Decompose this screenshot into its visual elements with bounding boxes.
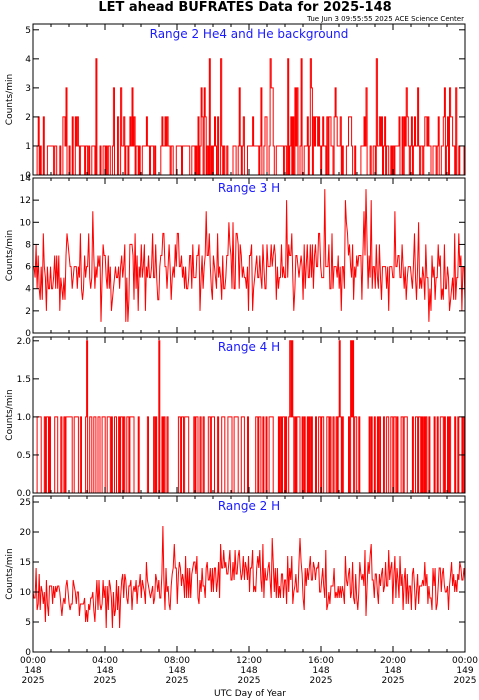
panel-label: Range 2 H [218,499,280,513]
x-tick-time: 00:00 [20,656,46,666]
y-tick-label: 10 [20,218,32,228]
x-tick-day: 148 [168,666,185,676]
panel-4: 0 5 10 15 20 25 Range 2 H Counts/min [5,495,466,658]
y-tick-label: 14 [20,174,32,184]
x-tick-year: 2025 [166,676,189,686]
series-line [33,189,465,322]
y-axis-label: Counts/min [5,230,15,281]
x-tick-day: 148 [384,666,401,676]
panel-label: Range 3 H [218,181,280,195]
x-tick-time: 20:00 [380,656,406,666]
x-axis: 00:00148202504:00148202508:00148202512:0… [20,656,478,686]
x-tick-day: 148 [240,666,257,676]
x-tick-day: 148 [312,666,329,676]
series-line [33,525,465,629]
y-tick-label: 2 [25,113,31,123]
y-tick-label: 2.0 [17,337,32,347]
timestamp: Tue Jun 3 09:55:55 2025 ACE Science Cent… [306,15,464,23]
x-tick-day: 148 [24,666,41,676]
y-axis-label: Counts/min [5,74,15,125]
x-tick-day: 148 [96,666,113,676]
y-tick-label: 0.0 [17,489,32,499]
y-tick-label: 5 [25,618,31,628]
y-tick-label: 0 [25,648,31,658]
x-tick-year: 2025 [382,676,405,686]
x-tick-time: 04:00 [92,656,118,666]
y-tick-label: 8 [25,240,31,250]
y-tick-label: 4 [25,55,31,65]
y-tick-label: 1 [25,142,31,152]
y-tick-label: 15 [20,558,31,568]
chart-title: LET ahead BUFRATES Data for 2025-148 [98,0,391,15]
x-tick-day: 149 [456,666,473,676]
x-tick-year: 2025 [454,676,477,686]
x-axis-label: UTC Day of Year [214,689,286,699]
y-tick-label: 0 [25,329,31,339]
y-tick-label: 20 [20,528,32,538]
panel-label: Range 4 H [218,340,280,354]
y-tick-label: 1.0 [17,413,32,423]
y-tick-label: 6 [25,263,31,273]
panel-3: 0.0 0.5 1.0 1.5 2.0 Range 4 H Counts/min [5,336,466,499]
x-tick-time: 16:00 [308,656,334,666]
y-tick-label: 10 [20,588,32,598]
x-tick-time: 00:00 [452,656,478,666]
y-tick-label: 25 [20,498,31,508]
x-tick-year: 2025 [238,676,261,686]
x-tick-time: 08:00 [164,656,190,666]
y-axis-label: Counts/min [5,548,15,599]
x-tick-year: 2025 [310,676,333,686]
panel-2: 0 2 4 6 8 10 12 14 Range 3 H Counts/min [5,174,466,339]
y-axis-label: Counts/min [5,389,15,440]
y-tick-label: 12 [20,196,31,206]
y-tick-label: 5 [25,26,31,36]
x-tick-time: 12:00 [236,656,262,666]
y-tick-label: 0 [25,171,31,181]
y-tick-label: 0.5 [17,451,31,461]
panel-1: 0 1 2 3 4 5 Range 2 He4 and He background Count… [5,23,466,181]
y-tick-label: 3 [25,84,31,94]
x-tick-year: 2025 [22,676,45,686]
y-tick-label: 4 [25,285,31,295]
series-line [33,340,465,493]
y-tick-label: 2 [25,307,31,317]
panel-label: Range 2 He4 and He background [150,27,349,41]
y-tick-label: 1.5 [17,375,31,385]
x-tick-year: 2025 [94,676,117,686]
series-line [33,58,465,175]
